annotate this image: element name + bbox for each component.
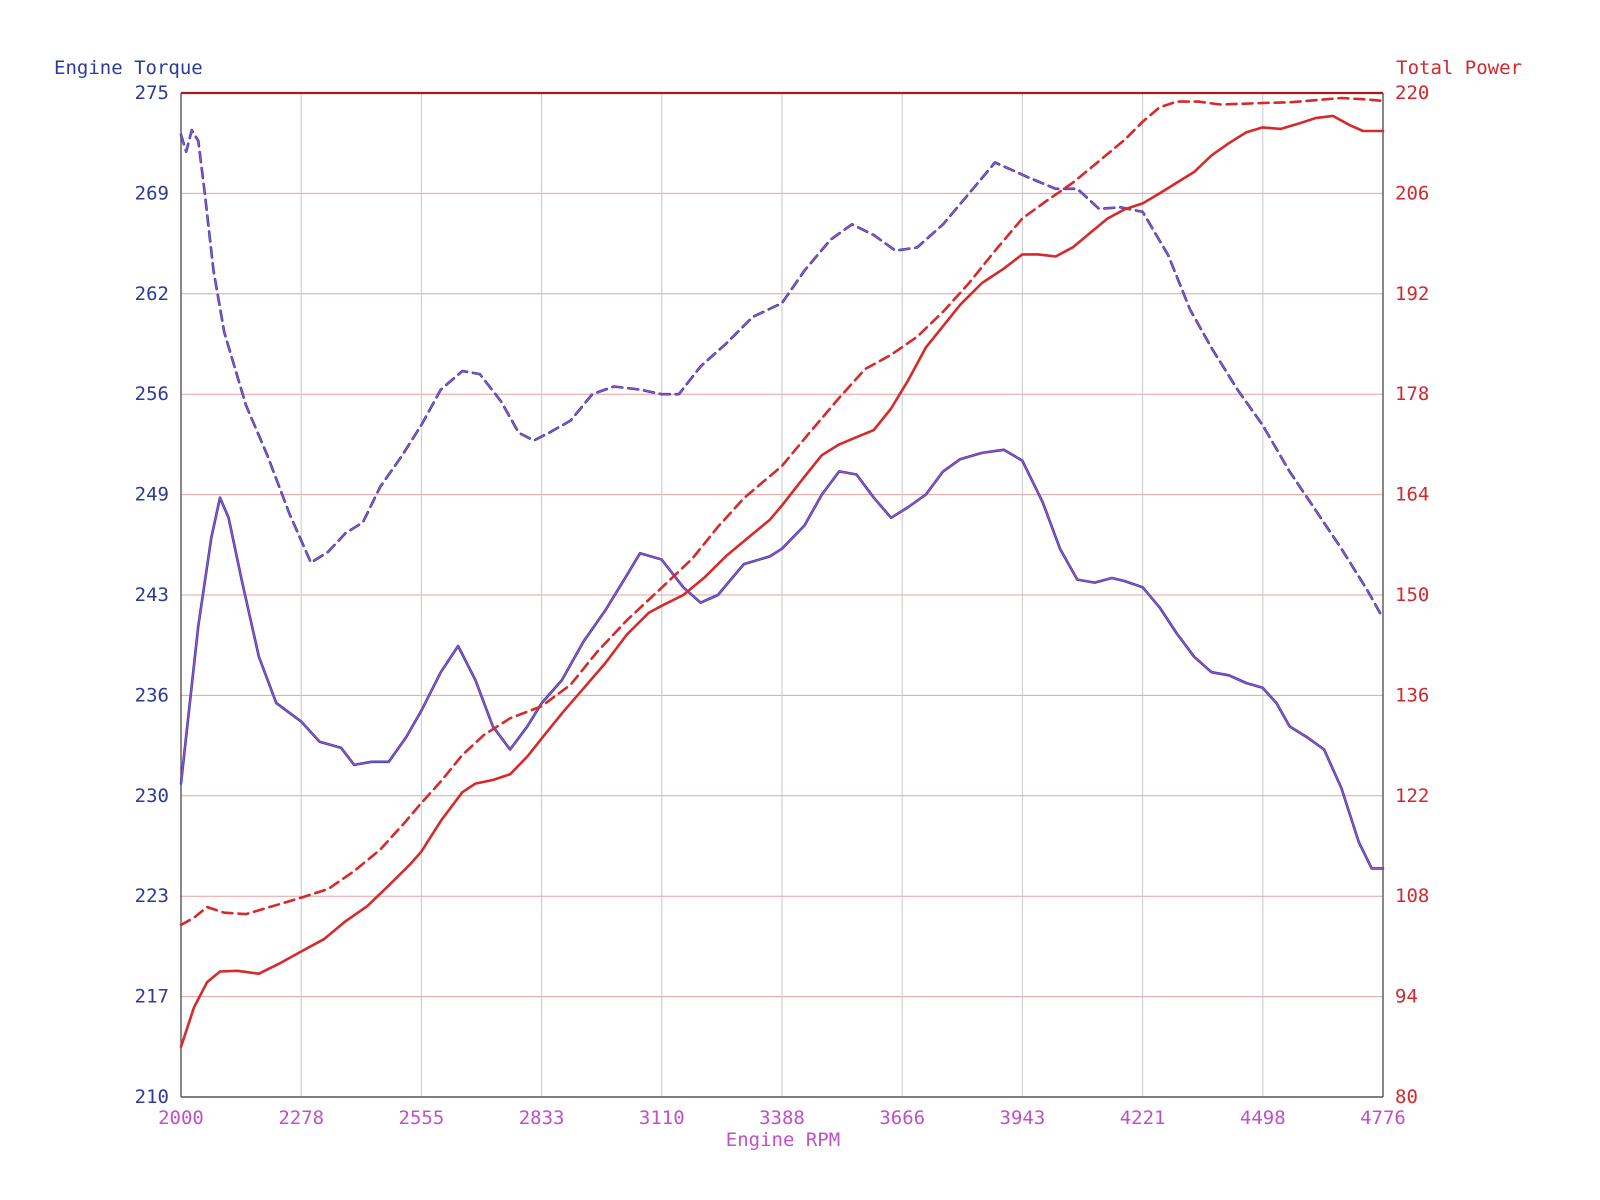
left-tick-label: 269: [135, 182, 169, 204]
right-tick-label: 94: [1395, 986, 1418, 1008]
x-tick-label: 2833: [519, 1107, 565, 1129]
power-solid-line: [179, 114, 1385, 1049]
left-axis-title: Engine Torque: [54, 57, 203, 79]
left-tick-label: 236: [135, 684, 169, 706]
right-axis-ticks: 80 94 108 122 136 150 164 178 192 206 220: [1395, 82, 1429, 1108]
x-tick-label: 4221: [1120, 1107, 1166, 1129]
power-dashed-line: [179, 96, 1385, 927]
left-tick-label: 256: [135, 383, 169, 405]
left-tick-label: 249: [135, 484, 169, 506]
x-tick-label: 2555: [399, 1107, 445, 1129]
plot-frame: [180, 91, 1384, 1098]
x-tick-label: 3388: [759, 1107, 805, 1129]
x-tick-label: 3666: [879, 1107, 925, 1129]
left-tick-label: 230: [135, 785, 169, 807]
torque-solid-line-overlay: [180, 449, 1384, 869]
right-tick-label: 136: [1395, 684, 1429, 706]
right-tick-label: 150: [1395, 584, 1429, 606]
x-tick-label: 4776: [1360, 1107, 1406, 1129]
left-tick-label: 217: [135, 986, 169, 1008]
x-axis-title: Engine RPM: [726, 1129, 840, 1151]
right-tick-label: 122: [1395, 785, 1429, 807]
right-tick-label: 178: [1395, 383, 1429, 405]
left-tick-label: 243: [135, 584, 169, 606]
x-tick-label: 3943: [1000, 1107, 1046, 1129]
right-tick-label: 192: [1395, 283, 1429, 305]
left-tick-label: 262: [135, 283, 169, 305]
right-tick-label: 206: [1395, 182, 1429, 204]
left-tick-label: 275: [135, 82, 169, 104]
right-tick-label: 220: [1395, 82, 1429, 104]
left-tick-label: 223: [135, 885, 169, 907]
left-axis-ticks: 210 217 223 230 236 243 249 256 262 269 275: [135, 82, 169, 1108]
x-tick-label: 2000: [158, 1107, 204, 1129]
torque-dashed-line-overlay: [180, 129, 1384, 619]
left-tick-label: 210: [135, 1086, 169, 1108]
right-tick-label: 80: [1395, 1086, 1418, 1108]
right-tick-label: 108: [1395, 885, 1429, 907]
x-tick-label: 2278: [278, 1107, 324, 1129]
x-tick-label: 3110: [639, 1107, 685, 1129]
right-tick-label: 164: [1395, 484, 1429, 506]
series-layer: [179, 96, 1385, 1049]
x-tick-label: 4498: [1240, 1107, 1286, 1129]
right-axis-title: Total Power: [1396, 57, 1522, 79]
x-axis-ticks: 2000 2278 2555 2833 3110 3388 3666 3943 4221 4498…: [158, 1107, 1406, 1129]
